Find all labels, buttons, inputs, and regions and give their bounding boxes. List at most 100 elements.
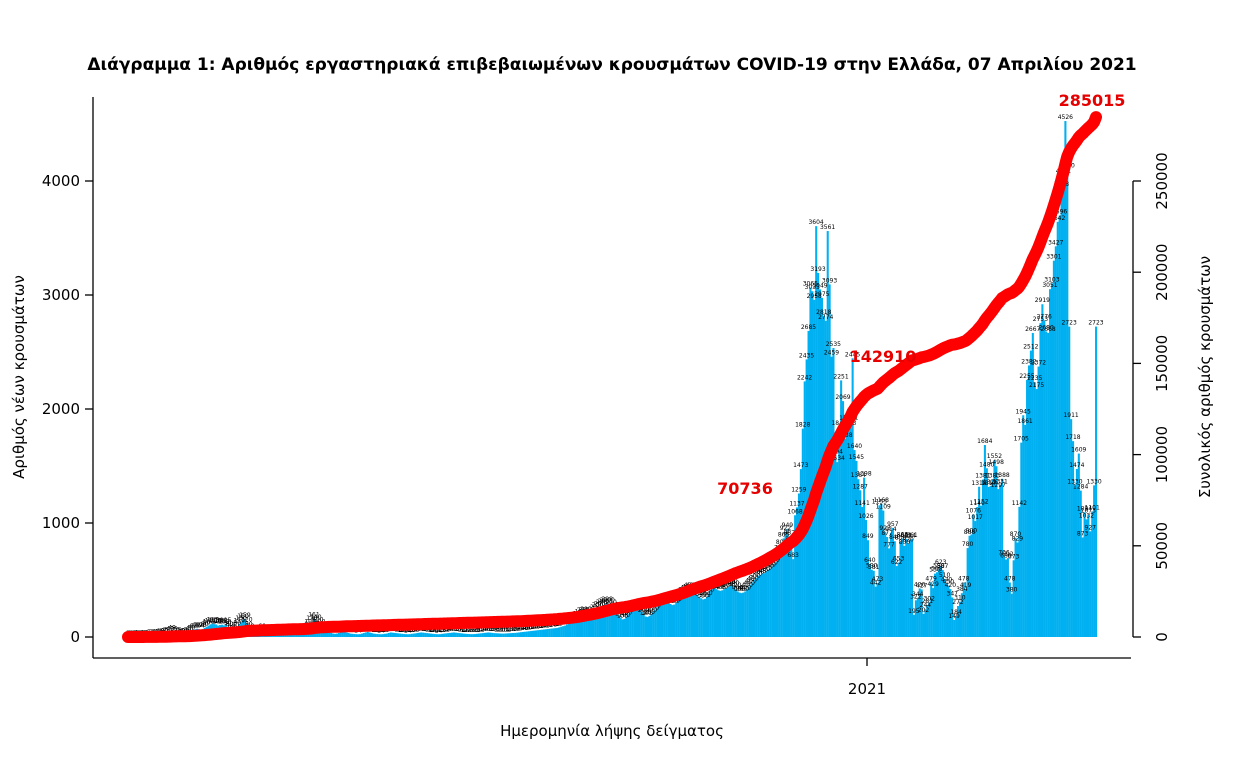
bar	[426, 633, 429, 637]
bar	[414, 633, 417, 637]
bar	[299, 634, 302, 637]
bar	[619, 617, 622, 637]
bar	[566, 624, 569, 637]
bar	[901, 538, 904, 637]
bar-value-label: 80	[245, 621, 253, 628]
bar-value-label: 405	[715, 584, 727, 591]
bar	[408, 634, 411, 637]
bar	[667, 602, 670, 637]
bar-value-label: 170	[615, 611, 627, 618]
bar-value-label: 1718	[1065, 434, 1080, 441]
bar-value-label: 90	[233, 620, 241, 627]
bar	[433, 634, 436, 637]
bar	[976, 507, 979, 637]
bar	[1020, 442, 1023, 637]
bar	[734, 589, 737, 637]
bar	[596, 608, 599, 637]
bar	[542, 629, 546, 637]
bar-value-label: 3642	[1050, 215, 1065, 222]
bar	[1087, 514, 1090, 637]
bar	[1043, 320, 1046, 637]
bar	[468, 634, 471, 637]
bar-value-label: 1317	[981, 480, 996, 487]
bar	[577, 617, 580, 637]
bar-value-label: 117	[207, 617, 219, 624]
bar-value-label: 90	[224, 620, 232, 627]
bar	[834, 455, 837, 637]
bar	[997, 489, 1000, 637]
bar-value-label: 480	[747, 575, 759, 582]
bar	[345, 632, 348, 637]
bar	[843, 438, 847, 637]
bar	[962, 582, 965, 637]
bar-value-label: 1383	[985, 472, 1000, 479]
bar-value-label: 250	[592, 602, 604, 609]
bar-value-label: 31	[502, 626, 510, 633]
bar-value-label: 2382	[1021, 358, 1036, 365]
bar	[1022, 415, 1025, 637]
bar-value-label: 36	[511, 626, 519, 633]
bar-value-label: 888	[964, 529, 976, 536]
bar-value-label: 442	[870, 580, 882, 587]
bar-value-label: 419	[960, 582, 972, 589]
bar	[893, 541, 896, 637]
bar-value-label: 673	[1008, 553, 1020, 560]
bar	[502, 633, 505, 637]
bar	[1066, 169, 1069, 637]
bar-value-label: 33	[492, 626, 500, 633]
bar-value-label: 2723	[1088, 320, 1103, 327]
bar-value-label: 1640	[847, 443, 862, 450]
bar	[472, 634, 475, 637]
bar-value-label: 1017	[968, 514, 983, 521]
bar	[945, 583, 948, 637]
bar	[882, 510, 885, 637]
x-axis-label: Ημερομηνία λήψης δείγματος	[500, 722, 724, 740]
bar-value-label: 344	[912, 591, 924, 598]
cumulative-line	[122, 111, 1102, 643]
bar	[1060, 188, 1063, 637]
bar-value-label: 479	[925, 575, 937, 582]
bar	[981, 479, 985, 637]
bar	[968, 535, 971, 637]
bar-value-label: 110	[210, 617, 222, 624]
bar	[677, 600, 680, 637]
bar	[684, 591, 687, 637]
bar	[738, 592, 741, 637]
bar-value-label: 34	[479, 626, 487, 633]
bar	[378, 634, 381, 637]
bar	[746, 589, 749, 637]
bar	[1070, 419, 1073, 637]
bar-value-label: 3049	[812, 282, 827, 289]
bar-value-label: 3051	[1042, 282, 1057, 289]
bar-value-label: 64	[538, 623, 546, 630]
bar	[692, 590, 695, 637]
bar	[709, 590, 712, 637]
bar	[838, 427, 841, 637]
bar-value-label: 390	[738, 586, 750, 593]
cumulative-label: 142910	[850, 347, 917, 366]
bar-value-label: 302	[924, 596, 936, 603]
bar	[870, 569, 873, 637]
bar-value-label: 2445	[845, 351, 860, 358]
bar	[644, 616, 647, 637]
bar-value-label: 1474	[1069, 462, 1084, 469]
bar	[884, 531, 887, 637]
bar	[487, 632, 490, 637]
bar-value-label: 1094	[1077, 505, 1092, 512]
bar-value-label: 38	[486, 626, 494, 633]
bar-value-label: 380	[1006, 587, 1018, 594]
bar-value-label: 27	[463, 627, 471, 634]
bar	[817, 273, 820, 637]
bar	[362, 633, 365, 637]
bar	[978, 486, 981, 637]
bar-value-label: 440	[728, 580, 740, 587]
bar	[521, 631, 524, 637]
bar-value-label: 50	[525, 624, 533, 631]
bar-value-label: 120	[312, 616, 324, 623]
bar-value-label: 2435	[799, 352, 814, 359]
bar	[1079, 490, 1082, 637]
bar-value-label: 3604	[808, 219, 823, 226]
bar-value-label: 623	[935, 559, 947, 566]
bar-value-label: 478	[1004, 576, 1016, 583]
bar-value-label: 1137	[789, 500, 804, 507]
